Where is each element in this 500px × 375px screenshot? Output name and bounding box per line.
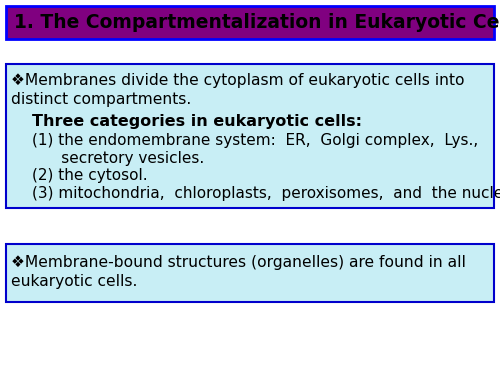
Text: ❖Membranes divide the cytoplasm of eukaryotic cells into: ❖Membranes divide the cytoplasm of eukar… <box>11 73 464 88</box>
Text: Three categories in eukaryotic cells:: Three categories in eukaryotic cells: <box>32 114 362 129</box>
Text: (1) the endomembrane system:  ER,  Golgi complex,  Lys.,: (1) the endomembrane system: ER, Golgi c… <box>32 133 479 148</box>
Text: 1. The Compartmentalization in Eukaryotic Cells: 1. The Compartmentalization in Eukaryoti… <box>14 13 500 32</box>
FancyBboxPatch shape <box>6 64 494 208</box>
Text: distinct compartments.: distinct compartments. <box>11 92 191 107</box>
Text: (2) the cytosol.: (2) the cytosol. <box>32 168 148 183</box>
Text: (3) mitochondria,  chloroplasts,  peroxisomes,  and  the nucleus.: (3) mitochondria, chloroplasts, peroxiso… <box>32 186 500 201</box>
FancyBboxPatch shape <box>6 6 494 39</box>
Text: ❖Membrane-bound structures (organelles) are found in all: ❖Membrane-bound structures (organelles) … <box>11 255 466 270</box>
Text: secretory vesicles.: secretory vesicles. <box>32 151 205 166</box>
Text: eukaryotic cells.: eukaryotic cells. <box>11 274 138 289</box>
FancyBboxPatch shape <box>6 244 494 302</box>
